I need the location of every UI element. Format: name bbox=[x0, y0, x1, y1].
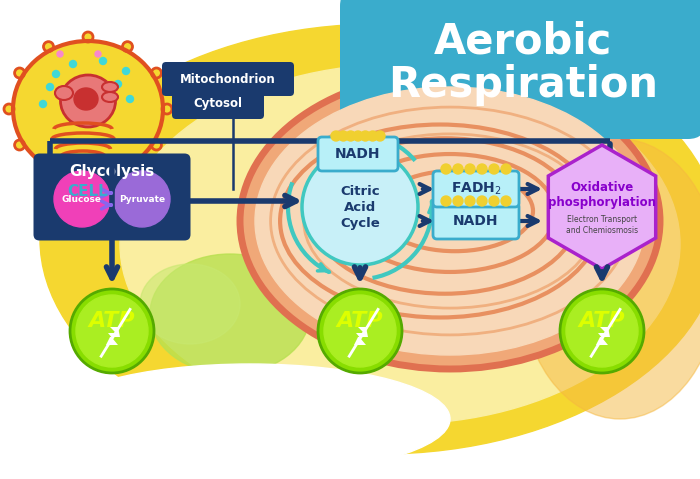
FancyBboxPatch shape bbox=[172, 87, 264, 119]
Circle shape bbox=[353, 131, 363, 141]
Circle shape bbox=[318, 289, 402, 373]
Circle shape bbox=[368, 131, 378, 141]
Text: Cytosol: Cytosol bbox=[193, 96, 242, 110]
Ellipse shape bbox=[40, 24, 700, 454]
Circle shape bbox=[566, 295, 638, 367]
Circle shape bbox=[331, 131, 341, 141]
Text: Aerobic
Respiration: Aerobic Respiration bbox=[388, 20, 658, 106]
Ellipse shape bbox=[240, 73, 660, 369]
Circle shape bbox=[360, 131, 370, 141]
Text: Glycolysis: Glycolysis bbox=[69, 163, 155, 179]
Circle shape bbox=[4, 104, 14, 114]
Circle shape bbox=[115, 80, 122, 88]
FancyBboxPatch shape bbox=[433, 203, 519, 239]
Circle shape bbox=[95, 51, 101, 57]
Ellipse shape bbox=[0, 384, 200, 474]
Circle shape bbox=[69, 60, 76, 68]
Circle shape bbox=[346, 131, 356, 141]
Ellipse shape bbox=[140, 264, 240, 344]
FancyBboxPatch shape bbox=[433, 171, 519, 207]
Circle shape bbox=[302, 149, 418, 265]
Polygon shape bbox=[596, 327, 610, 345]
Ellipse shape bbox=[102, 92, 118, 102]
Circle shape bbox=[489, 196, 499, 206]
Circle shape bbox=[122, 166, 132, 176]
Ellipse shape bbox=[13, 41, 163, 177]
Circle shape bbox=[43, 42, 53, 52]
Circle shape bbox=[52, 70, 60, 78]
FancyBboxPatch shape bbox=[318, 137, 398, 171]
Ellipse shape bbox=[50, 364, 450, 474]
Circle shape bbox=[127, 95, 134, 103]
Circle shape bbox=[477, 164, 487, 174]
Ellipse shape bbox=[74, 88, 98, 110]
Polygon shape bbox=[548, 145, 656, 269]
Ellipse shape bbox=[255, 87, 645, 355]
Text: NADH: NADH bbox=[454, 214, 498, 228]
Text: Glucose: Glucose bbox=[62, 194, 102, 204]
Circle shape bbox=[501, 196, 511, 206]
FancyBboxPatch shape bbox=[162, 62, 294, 96]
Text: ATP: ATP bbox=[89, 311, 135, 331]
Ellipse shape bbox=[520, 139, 700, 419]
Circle shape bbox=[57, 51, 63, 57]
Text: ATP: ATP bbox=[337, 311, 384, 331]
Circle shape bbox=[70, 289, 154, 373]
Ellipse shape bbox=[60, 75, 116, 127]
Circle shape bbox=[477, 196, 487, 206]
Circle shape bbox=[122, 68, 130, 75]
Circle shape bbox=[114, 171, 170, 227]
Circle shape bbox=[76, 295, 148, 367]
Ellipse shape bbox=[120, 64, 680, 424]
Circle shape bbox=[501, 164, 511, 174]
Circle shape bbox=[441, 164, 451, 174]
Circle shape bbox=[15, 68, 24, 78]
Circle shape bbox=[375, 131, 385, 141]
Circle shape bbox=[560, 289, 644, 373]
Circle shape bbox=[46, 83, 53, 91]
Circle shape bbox=[489, 164, 499, 174]
Circle shape bbox=[441, 196, 451, 206]
Circle shape bbox=[465, 196, 475, 206]
Circle shape bbox=[43, 166, 53, 176]
Ellipse shape bbox=[150, 254, 310, 374]
Circle shape bbox=[54, 171, 110, 227]
Circle shape bbox=[99, 57, 106, 65]
Circle shape bbox=[324, 295, 396, 367]
Circle shape bbox=[15, 140, 24, 150]
Circle shape bbox=[39, 101, 46, 107]
Circle shape bbox=[338, 131, 349, 141]
Text: CELL: CELL bbox=[68, 183, 108, 198]
FancyBboxPatch shape bbox=[340, 0, 700, 139]
Circle shape bbox=[162, 104, 172, 114]
Polygon shape bbox=[106, 327, 120, 345]
Text: Electron Transport
and Chemiosmosis: Electron Transport and Chemiosmosis bbox=[566, 215, 638, 235]
Circle shape bbox=[453, 164, 463, 174]
Circle shape bbox=[453, 196, 463, 206]
Circle shape bbox=[151, 140, 162, 150]
Ellipse shape bbox=[102, 82, 118, 92]
Circle shape bbox=[122, 42, 132, 52]
Text: FADH$_2$: FADH$_2$ bbox=[451, 181, 501, 197]
Circle shape bbox=[151, 68, 162, 78]
Circle shape bbox=[465, 164, 475, 174]
Text: Citric
Acid
Cycle: Citric Acid Cycle bbox=[340, 184, 380, 229]
Text: Mitochondrion: Mitochondrion bbox=[180, 72, 276, 85]
Text: ATP: ATP bbox=[579, 311, 625, 331]
FancyBboxPatch shape bbox=[34, 153, 190, 240]
Circle shape bbox=[83, 32, 93, 42]
Text: NADH: NADH bbox=[335, 147, 381, 161]
Ellipse shape bbox=[55, 86, 73, 100]
Text: Oxidative
phosphorylation: Oxidative phosphorylation bbox=[548, 181, 656, 209]
Polygon shape bbox=[354, 327, 368, 345]
Text: Pyruvate: Pyruvate bbox=[119, 194, 165, 204]
Circle shape bbox=[83, 176, 93, 186]
